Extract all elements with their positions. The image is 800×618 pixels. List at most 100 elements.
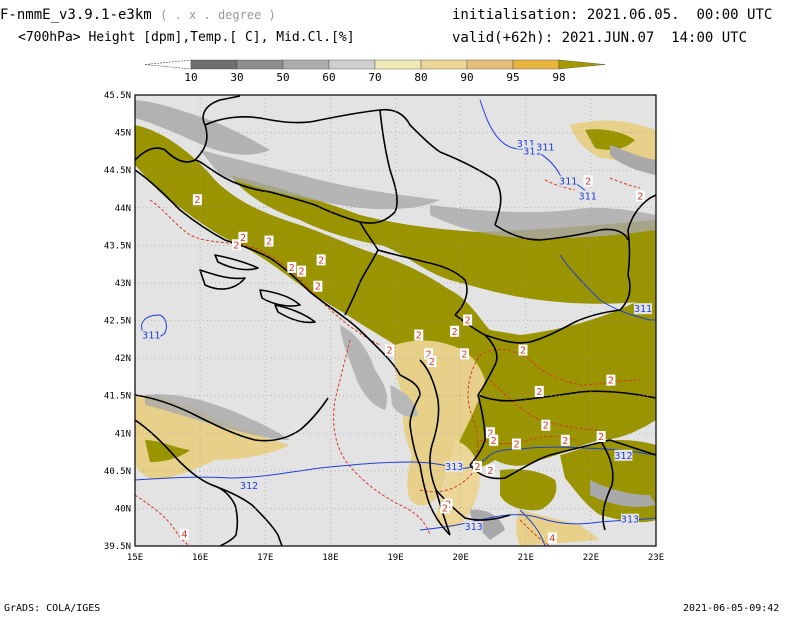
- lat-label: 43N: [115, 279, 131, 289]
- temp-label-bg: [231, 239, 241, 251]
- initialisation-line: initialisation: 2021.06.05. 00:00 UTC: [452, 7, 772, 23]
- colorbar-segment: [558, 59, 606, 70]
- temp-label-bg: [287, 261, 297, 273]
- temp-label-bg: [547, 532, 557, 544]
- temp-label: 2: [608, 376, 614, 387]
- lat-label: 39.5N: [104, 542, 131, 552]
- temp-label-bg: [424, 348, 434, 360]
- lat-label: 42.5N: [104, 317, 131, 327]
- temp-label: 2: [585, 176, 591, 187]
- colorbar-label: 80: [414, 71, 427, 84]
- height-label-bg: [516, 137, 535, 149]
- lat-label: 44.5N: [104, 166, 131, 176]
- colorbar-label: 60: [322, 71, 335, 84]
- colorbar: 10 30 50 60 70 80 90 95 98: [144, 59, 606, 84]
- temp-label: 2: [637, 191, 643, 202]
- colorbar-segment: [282, 59, 330, 70]
- temp-label: 2: [442, 503, 448, 514]
- colorbar-label: 98: [552, 71, 565, 84]
- temp-label: 2: [289, 263, 295, 274]
- temp-label: 2: [513, 440, 519, 451]
- height-label: 311: [536, 143, 554, 154]
- lon-label: 17E: [257, 553, 273, 563]
- model-title: F-nmmE_v3.9.1-e3km ( . x . degree ): [0, 7, 276, 23]
- height-label: 312: [240, 481, 258, 492]
- temp-label: 2: [562, 436, 568, 447]
- height-label: 313: [445, 462, 463, 473]
- temp-label-bg: [450, 325, 460, 337]
- temp-label-bg: [511, 438, 521, 450]
- temp-label: 2: [461, 349, 467, 360]
- temp-label-bg: [463, 314, 473, 326]
- height-label-bg: [445, 461, 464, 473]
- height-label: 311: [559, 176, 577, 187]
- temp-label-bg: [472, 461, 482, 473]
- colorbar-segment: [236, 59, 284, 70]
- lat-label: 41N: [115, 429, 131, 439]
- temp-label-bg: [635, 190, 645, 202]
- colorbar-segment: [512, 59, 560, 70]
- init-value: 2021.06.05. 00:00 UTC: [586, 7, 773, 23]
- height-label-bg: [536, 141, 555, 153]
- temp-label-bg: [534, 385, 544, 397]
- map-frame: [134, 94, 657, 547]
- height-label-bg: [142, 329, 161, 341]
- colorbar-segment: [420, 59, 468, 70]
- lat-label: 41.5N: [104, 392, 131, 402]
- temp-label-bg: [384, 344, 394, 356]
- valid-line: valid(+62h): 2021.JUN.07 14:00 UTC: [452, 30, 747, 46]
- lat-label: 44N: [115, 204, 131, 214]
- lon-label: 18E: [322, 553, 338, 563]
- lat-label: 42N: [115, 354, 131, 364]
- model-grid-unit: ( . x . degree ): [160, 8, 276, 22]
- temp-label: 2: [429, 357, 435, 368]
- temp-label-bg: [560, 434, 570, 446]
- temp-label: 2: [474, 462, 480, 473]
- temp-label-bg: [606, 374, 616, 386]
- temp-label-bg: [485, 464, 495, 476]
- height-label-bg: [559, 175, 578, 187]
- latitude-axis: 45.5N 45N 44.5N 44N 43.5N 43N 42.5N 42N 41.5N 41N…: [104, 91, 131, 552]
- height-label-bg: [633, 303, 652, 315]
- lat-label: 40N: [115, 504, 131, 514]
- temp-label: 2: [491, 436, 497, 447]
- colorbar-label: 95: [506, 71, 519, 84]
- colorbar-label: 90: [460, 71, 473, 84]
- height-label: 311: [142, 331, 160, 342]
- height-label: 313: [621, 515, 639, 526]
- temp-label-bg: [518, 344, 528, 356]
- height-label-bg: [464, 521, 483, 533]
- height-label-bg: [620, 513, 639, 525]
- temp-label-bg: [264, 235, 274, 247]
- longitude-axis: 15E 16E 17E 18E 19E 20E 21E 22E 23E: [127, 553, 664, 563]
- grid-lines: [135, 95, 656, 546]
- colorbar-label: 10: [184, 71, 197, 84]
- lon-label: 16E: [192, 553, 208, 563]
- colorbar-segment: [328, 59, 376, 70]
- temp-label-bg: [316, 254, 326, 266]
- height-label-bg: [578, 190, 597, 202]
- height-label-bg: [523, 145, 542, 157]
- colorbar-segment: [144, 59, 192, 70]
- lat-label: 45N: [115, 129, 131, 139]
- height-label: 311: [523, 146, 541, 157]
- temp-label: 2: [598, 432, 604, 443]
- footer-credit: GrADS: COLA/IGES: [4, 603, 101, 614]
- temp-label-bg: [238, 231, 248, 243]
- temp-label: 2: [543, 421, 549, 432]
- temp-label: 2: [386, 346, 392, 357]
- temp-label-bg: [583, 175, 593, 187]
- model-name: F-nmmE_v3.9.1-e3km: [0, 7, 152, 23]
- mid-cloud-field: [135, 100, 656, 546]
- height-label: 311: [634, 304, 652, 315]
- footer-timestamp: 2021-06-05-09:42: [683, 603, 780, 614]
- height-label: 313: [465, 522, 483, 533]
- temp-label-bg: [485, 427, 495, 439]
- temp-label: 2: [315, 282, 321, 293]
- temp-label: 2: [194, 195, 200, 206]
- temp-label-bg: [192, 194, 202, 206]
- temp-label: 2: [299, 267, 305, 278]
- height-label-bg: [239, 479, 258, 491]
